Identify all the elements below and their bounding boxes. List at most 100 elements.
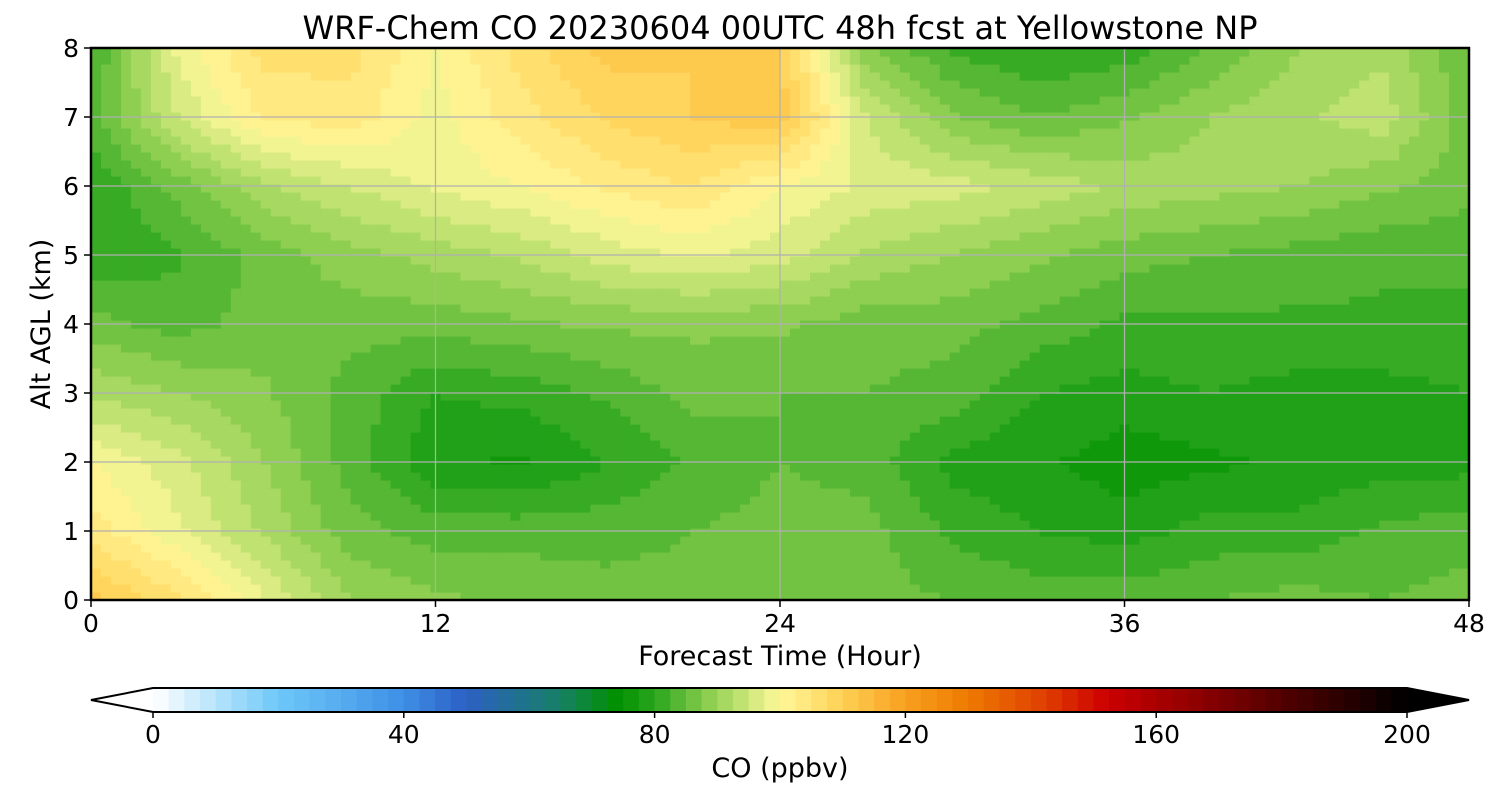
heatmap-cell (1169, 576, 1181, 585)
heatmap-cell (410, 592, 422, 601)
heatmap-cell (480, 352, 492, 361)
heatmap-cell (1009, 528, 1021, 537)
heatmap-cell (1269, 536, 1280, 545)
heatmap-cell (240, 568, 252, 577)
heatmap-cell (530, 528, 541, 537)
heatmap-cell (130, 488, 142, 497)
heatmap-cell (849, 352, 861, 361)
heatmap-cell (91, 328, 102, 337)
heatmap-cell (789, 576, 801, 585)
heatmap-cell (949, 376, 961, 385)
heatmap-cell (919, 544, 931, 553)
heatmap-cell (470, 496, 482, 505)
heatmap-cell (1039, 552, 1051, 561)
heatmap-cell (670, 472, 681, 481)
heatmap-cell (540, 336, 551, 345)
heatmap-cell (1429, 328, 1440, 337)
heatmap-cell (400, 488, 412, 497)
heatmap-cell (510, 520, 521, 529)
heatmap-cell (650, 360, 661, 369)
heatmap-cell (1139, 504, 1151, 513)
heatmap-cell (180, 440, 192, 449)
heatmap-cell (1079, 344, 1091, 353)
heatmap-cell (1179, 344, 1191, 353)
heatmap-cell (989, 584, 1001, 593)
heatmap-cell (1419, 416, 1430, 425)
heatmap-cell (140, 552, 152, 561)
heatmap-cell (510, 496, 521, 505)
heatmap-cell (480, 416, 492, 425)
heatmap-cell (949, 392, 961, 401)
heatmap-cell (1299, 488, 1310, 497)
heatmap-cell (1269, 424, 1280, 433)
heatmap-cell (1129, 336, 1141, 345)
heatmap-cell (1129, 488, 1141, 497)
heatmap-cell (170, 376, 182, 385)
heatmap-cell (490, 488, 502, 497)
heatmap-cell (1379, 360, 1390, 369)
heatmap-cell (440, 328, 452, 337)
heatmap-cell (540, 584, 551, 593)
heatmap-cell (400, 536, 412, 545)
heatmap-cell (210, 392, 222, 401)
heatmap-cell (1349, 344, 1360, 353)
heatmap-cell (520, 368, 531, 377)
heatmap-cell (470, 560, 482, 569)
heatmap-cell (450, 520, 462, 529)
heatmap-cell (819, 336, 831, 345)
heatmap-cell (160, 464, 172, 473)
heatmap-cell (1329, 552, 1340, 561)
heatmap-cell (740, 424, 751, 433)
heatmap-cell (310, 448, 322, 457)
heatmap-cell (620, 560, 631, 569)
heatmap-cell (999, 408, 1011, 417)
heatmap-cell (720, 416, 731, 425)
heatmap-cell (310, 568, 322, 577)
heatmap-cell (110, 528, 122, 537)
heatmap-cell (1399, 544, 1410, 553)
heatmap-cell (1229, 448, 1240, 457)
heatmap-cell (989, 536, 1001, 545)
heatmap-cell (170, 352, 182, 361)
heatmap-cell (560, 464, 571, 473)
heatmap-cell (1199, 560, 1210, 569)
heatmap-cell (130, 448, 142, 457)
heatmap-cell (500, 328, 511, 337)
heatmap-cell (1019, 376, 1031, 385)
heatmap-cell (1389, 536, 1400, 545)
heatmap-cell (350, 504, 362, 513)
heatmap-cell (819, 520, 831, 529)
heatmap-cell (969, 496, 981, 505)
heatmap-cell (520, 376, 531, 385)
heatmap-cell (849, 504, 861, 513)
heatmap-cell (1389, 368, 1400, 377)
heatmap-cell (480, 552, 492, 561)
heatmap-cell (500, 336, 511, 345)
heatmap-cell (889, 400, 901, 409)
heatmap-cell (1369, 480, 1380, 489)
heatmap-cell (1359, 328, 1370, 337)
heatmap-cell (1379, 496, 1390, 505)
heatmap-cell (1279, 344, 1290, 353)
heatmap-cell (740, 336, 751, 345)
heatmap-cell (879, 488, 891, 497)
heatmap-cell (740, 416, 751, 425)
heatmap-cell (100, 448, 112, 457)
heatmap-cell (490, 528, 502, 537)
heatmap-cell (290, 384, 302, 393)
heatmap-cell (849, 336, 861, 345)
heatmap-cell (1319, 336, 1330, 345)
heatmap-cell (1099, 592, 1111, 601)
heatmap-cell (949, 504, 961, 513)
heatmap-cell (270, 408, 282, 417)
heatmap-cell (660, 528, 671, 537)
heatmap-cell (630, 376, 641, 385)
heatmap-cell (899, 544, 911, 553)
heatmap-cell (100, 536, 112, 545)
heatmap-cell (91, 368, 102, 377)
heatmap-cell (340, 328, 352, 337)
heatmap-cell (360, 352, 372, 361)
heatmap-cell (1209, 472, 1220, 481)
heatmap-cell (390, 352, 402, 361)
heatmap-cell (1369, 336, 1380, 345)
